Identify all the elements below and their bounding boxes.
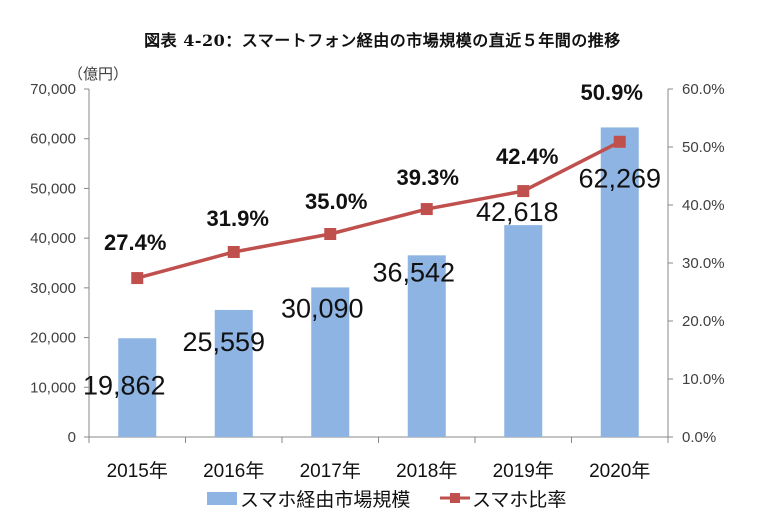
legend-bar-label: スマホ経由市場規模 — [240, 489, 410, 511]
bar — [407, 255, 446, 437]
line-data-label: 39.3% — [397, 165, 459, 190]
legend-bar-swatch — [207, 492, 237, 505]
line-marker — [324, 228, 337, 240]
bar-data-label: 62,269 — [578, 163, 661, 193]
y-unit-label: （億円） — [68, 66, 128, 83]
right-tick-label: 50.0% — [682, 139, 725, 156]
bar-data-label: 19,862 — [83, 370, 166, 400]
x-tick-label: 2015年 — [107, 460, 168, 482]
left-tick-label: 0 — [68, 429, 76, 446]
bar-data-labels: 19,862 25,559 30,090 36,542 42,618 62,269 — [83, 163, 661, 400]
bar — [600, 127, 639, 437]
bar — [214, 309, 253, 437]
line-marker — [131, 272, 144, 285]
left-tick-label: 20,000 — [30, 330, 76, 347]
line-data-label: 42.4% — [496, 144, 558, 169]
bar-data-label: 42,618 — [476, 197, 559, 227]
left-tick-label: 70,000 — [30, 81, 76, 98]
line-data-labels: 27.4% 31.9% 35.0% 39.3% 42.4% 50.9% — [104, 80, 643, 255]
right-tick-label: 10.0% — [682, 371, 725, 388]
x-tick-label: 2020年 — [589, 460, 650, 482]
axes: 0 10,000 20,000 30,000 40,000 50,000 60,000 70,… — [30, 66, 724, 482]
left-tick-label: 30,000 — [30, 280, 76, 297]
bar-series — [118, 127, 639, 437]
line-marker — [517, 185, 530, 198]
bar — [118, 338, 157, 437]
line-marker — [420, 203, 433, 216]
legend-line-label: スマホ比率 — [472, 489, 566, 511]
chart-title: 図表 4-20：スマートフォン経由の市場規模の直近５年間の推移 — [144, 31, 621, 50]
bar-data-label: 36,542 — [372, 257, 455, 287]
line-data-label: 27.4% — [104, 230, 166, 255]
right-tick-label: 20.0% — [682, 313, 725, 330]
x-tick-label: 2019年 — [493, 460, 554, 482]
line-path — [136, 140, 621, 280]
x-tick-label: 2016年 — [203, 460, 264, 482]
legend-line-marker — [450, 493, 460, 503]
left-tick-label: 60,000 — [30, 131, 76, 148]
left-tick-label: 50,000 — [30, 180, 76, 197]
left-tick-label: 40,000 — [30, 230, 76, 247]
x-tick-label: 2018年 — [396, 460, 457, 482]
right-tick-label: 60.0% — [682, 81, 725, 98]
bar — [311, 287, 350, 437]
line-marker — [227, 245, 240, 258]
right-tick-label: 0.0% — [682, 429, 716, 446]
bar-data-label: 25,559 — [182, 327, 265, 357]
bar-data-label: 30,090 — [281, 293, 364, 323]
legend: スマホ経由市場規模 スマホ比率 — [207, 489, 566, 511]
line-data-label: 31.9% — [207, 206, 269, 231]
right-tick-label: 30.0% — [682, 255, 725, 272]
bar — [504, 225, 543, 437]
x-tick-label: 2017年 — [300, 460, 361, 482]
right-tick-label: 40.0% — [682, 197, 725, 214]
line-data-label: 50.9% — [581, 80, 643, 105]
line-data-label: 35.0% — [305, 189, 367, 214]
left-tick-label: 10,000 — [30, 379, 76, 396]
line-marker — [613, 135, 626, 148]
line-series — [131, 135, 626, 285]
